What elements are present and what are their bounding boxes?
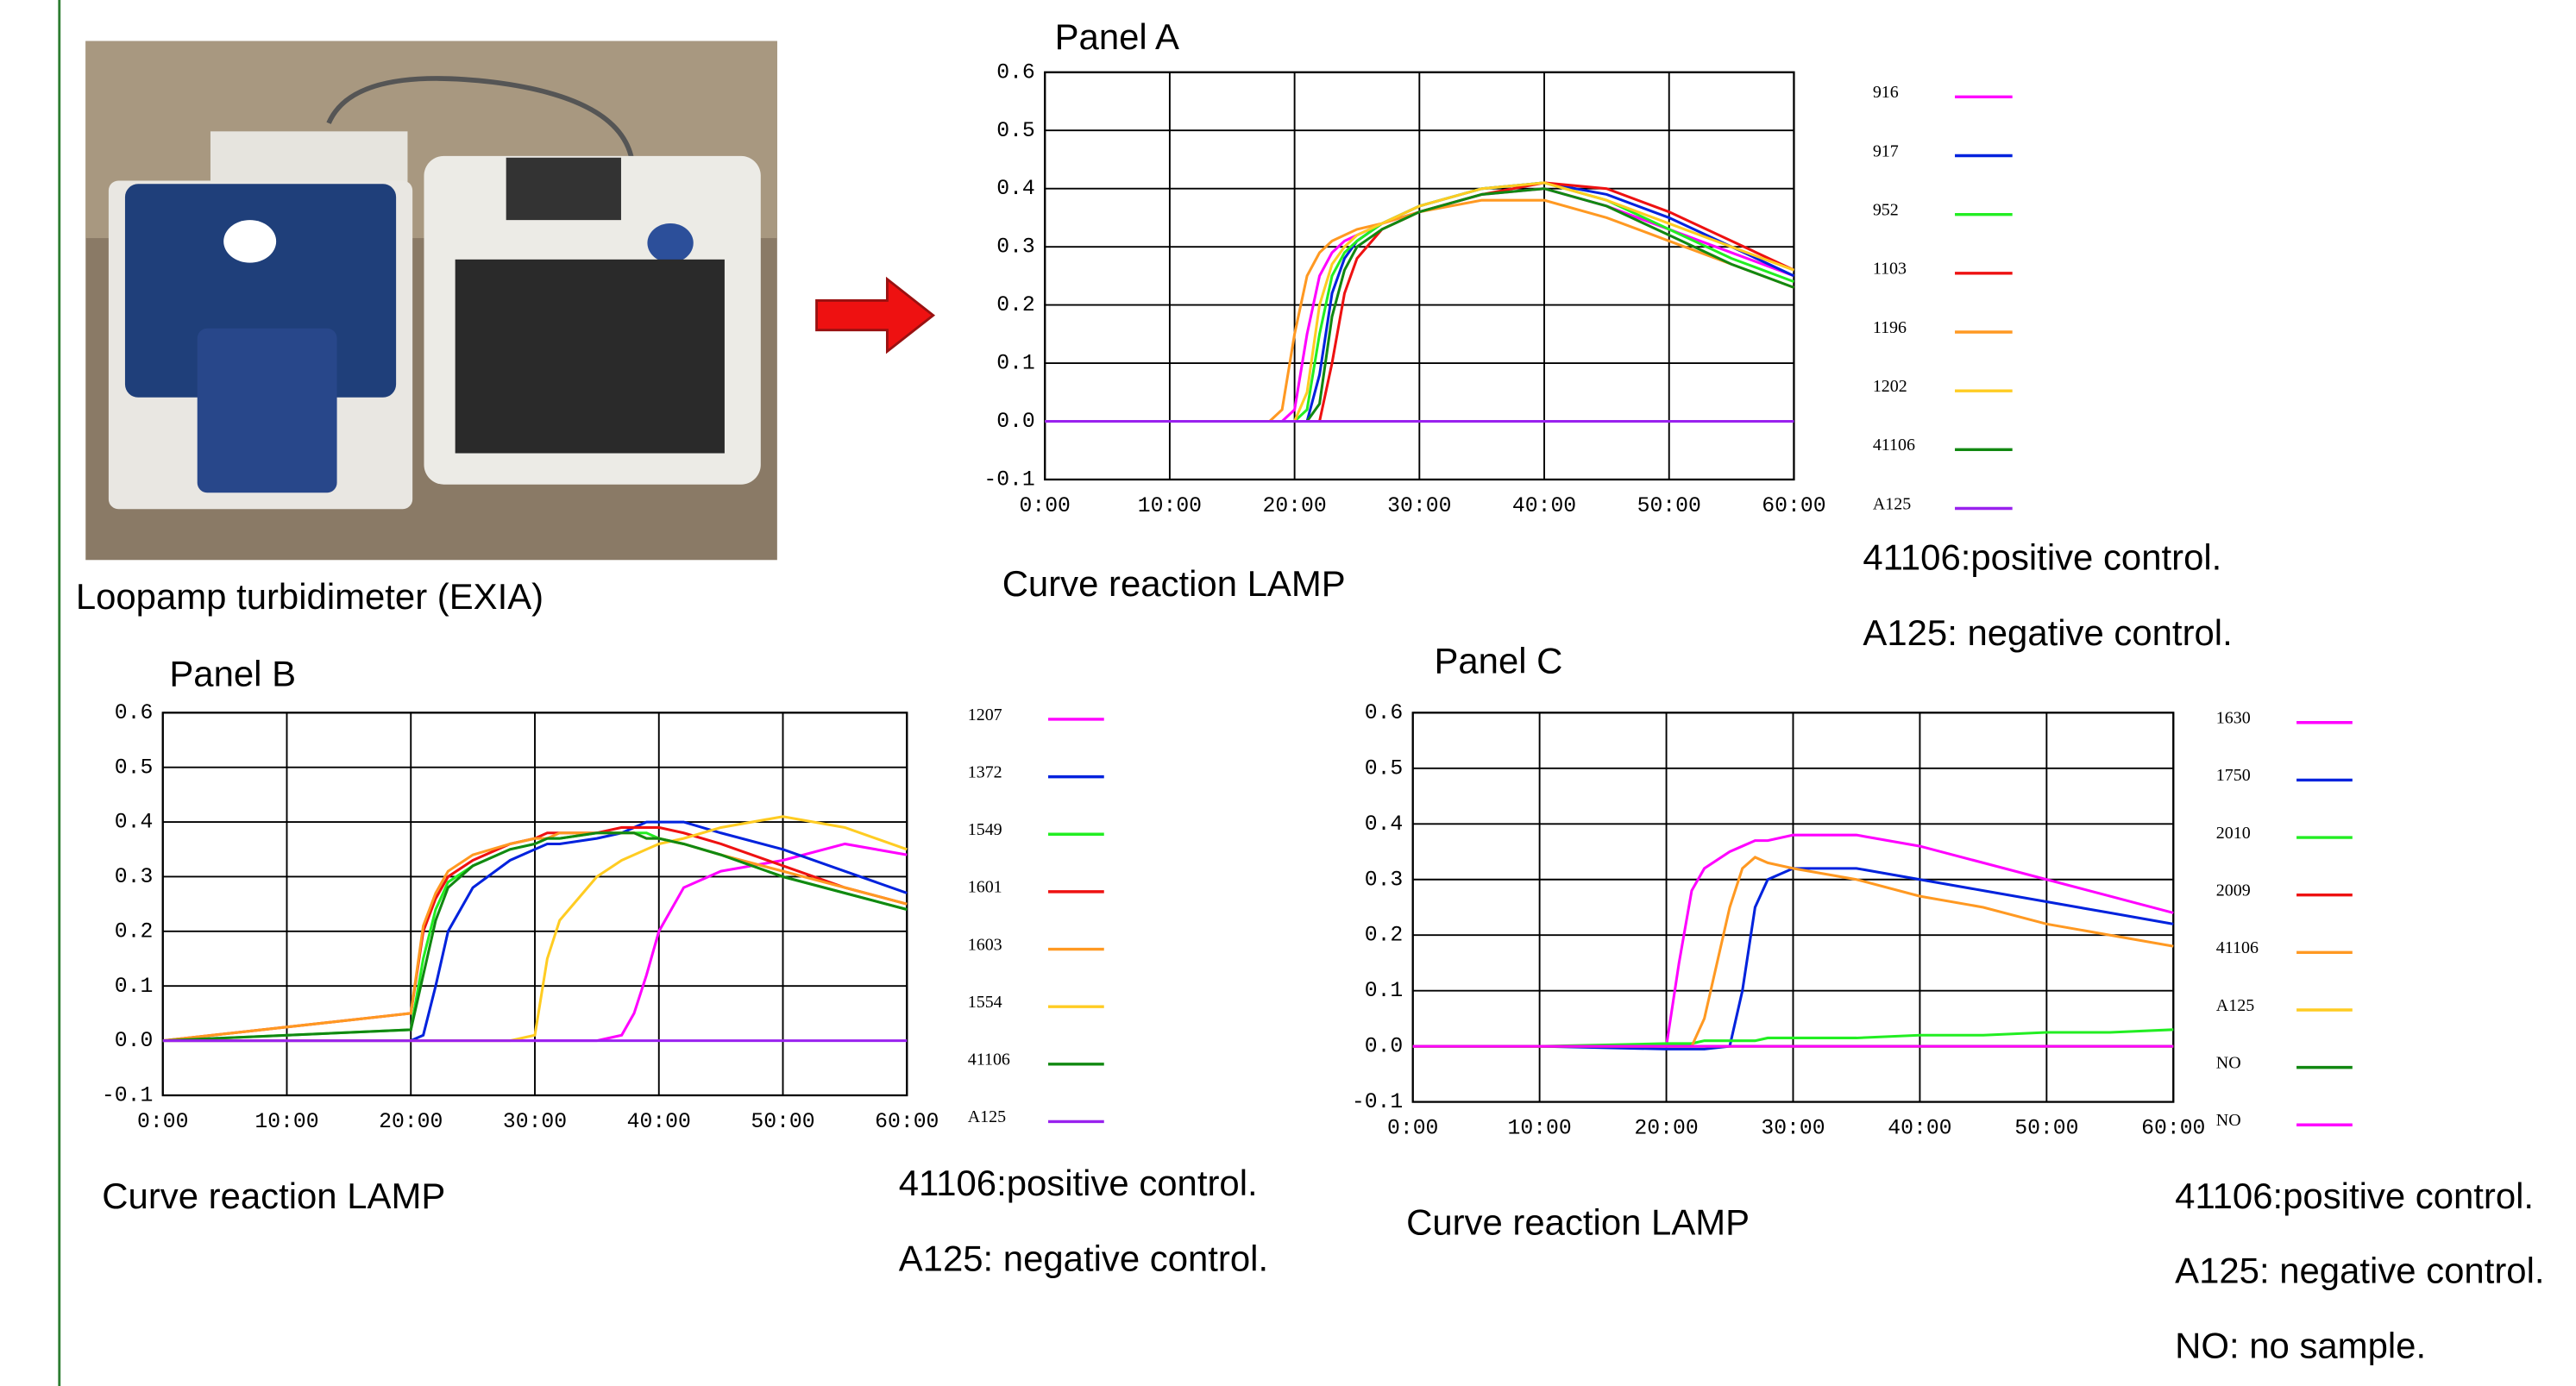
- x-tick-label: 20:00: [1634, 1117, 1698, 1141]
- x-tick-label: 40:00: [627, 1110, 691, 1134]
- chart-title: Panel C: [1434, 640, 1562, 680]
- plot-frame: [1411, 712, 2175, 1103]
- y-tick-label: -0.1: [1352, 1090, 1403, 1114]
- legend-label: 41106: [2216, 938, 2259, 957]
- legend-label: 1603: [968, 935, 1002, 954]
- x-tick-label: 10:00: [254, 1110, 318, 1134]
- series-line: [1412, 867, 2174, 1050]
- y-tick-label: 0.3: [996, 235, 1035, 260]
- note: 41106:positive control.: [1863, 536, 2221, 577]
- note: A125: negative control.: [1863, 612, 2232, 653]
- x-tick-label: 30:00: [1387, 494, 1451, 518]
- legend-label: 1549: [968, 820, 1002, 839]
- y-tick-label: 0.6: [115, 701, 154, 725]
- y-tick-label: 0.5: [115, 756, 154, 780]
- device-photo: [85, 41, 777, 561]
- legend-label: A125: [968, 1107, 1006, 1126]
- series-line: [1412, 1028, 2174, 1048]
- x-tick-label: 10:00: [1138, 494, 1202, 518]
- y-tick-label: 0.5: [1365, 756, 1404, 781]
- x-tick-label: 60:00: [2141, 1117, 2205, 1141]
- legend-label: 952: [1873, 200, 1899, 219]
- arrow: [815, 276, 936, 354]
- y-tick-label: 0.4: [996, 177, 1035, 201]
- y-tick-label: 0.0: [996, 410, 1035, 434]
- legend-label: 1207: [968, 706, 1002, 724]
- note: A125: negative control.: [899, 1238, 1268, 1278]
- y-tick-label: 0.2: [1365, 924, 1404, 948]
- photo-caption: Loopamp turbidimeter (EXIA): [76, 576, 543, 617]
- y-tick-label: 0.4: [1365, 812, 1404, 837]
- x-tick-label: 0:00: [1387, 1117, 1438, 1141]
- x-tick-label: 30:00: [1761, 1117, 1825, 1141]
- y-tick-label: 0.1: [1365, 979, 1404, 1003]
- legend-label: 1630: [2216, 709, 2251, 728]
- legend-label: 1196: [1873, 318, 1907, 337]
- y-tick-label: -0.1: [102, 1084, 153, 1108]
- legend-label: A125: [2216, 996, 2254, 1015]
- y-tick-label: 0.1: [996, 352, 1035, 376]
- x-tick-label: 40:00: [1512, 494, 1576, 518]
- chart-title: Panel A: [1055, 16, 1179, 57]
- legend-label: 1554: [968, 993, 1002, 1012]
- legend-label: 41106: [1873, 436, 1915, 455]
- x-tick-label: 10:00: [1508, 1117, 1572, 1141]
- legend-label: 41106: [968, 1050, 1010, 1069]
- y-tick-label: 0.0: [1365, 1035, 1404, 1059]
- y-tick-label: 0.4: [115, 811, 154, 835]
- y-tick-label: 0.5: [996, 119, 1035, 143]
- y-tick-label: -0.1: [983, 468, 1034, 492]
- x-tick-label: 60:00: [875, 1110, 939, 1134]
- chart-title: Panel B: [169, 654, 296, 694]
- legend-label: NO: [2216, 1111, 2241, 1130]
- series-line: [162, 820, 908, 1043]
- x-tick-label: 20:00: [1262, 494, 1326, 518]
- x-tick-label: 30:00: [503, 1110, 567, 1134]
- legend-label: 1601: [968, 878, 1002, 897]
- note: 41106:positive control.: [2175, 1176, 2534, 1216]
- chart-caption: Curve reaction LAMP: [102, 1176, 445, 1216]
- y-tick-label: 0.6: [996, 60, 1035, 85]
- y-tick-label: 0.3: [115, 865, 154, 889]
- x-tick-label: 60:00: [1762, 494, 1825, 518]
- x-tick-label: 50:00: [1637, 494, 1701, 518]
- legend-label: A125: [1873, 494, 1911, 513]
- legend-label: 1372: [968, 762, 1002, 781]
- series-line: [162, 831, 908, 1043]
- legend-label: 916: [1873, 83, 1899, 102]
- x-tick-label: 40:00: [1888, 1117, 1951, 1141]
- note: 41106:positive control.: [899, 1163, 1258, 1203]
- x-tick-label: 20:00: [379, 1110, 443, 1134]
- legend-label: 1750: [2216, 766, 2251, 785]
- x-tick-label: 0:00: [137, 1110, 188, 1134]
- series-line: [1045, 198, 1794, 423]
- y-tick-label: 0.6: [1365, 701, 1404, 725]
- legend-label: NO: [2216, 1053, 2241, 1072]
- legend-label: 2010: [2216, 824, 2251, 843]
- y-tick-label: 0.3: [1365, 868, 1404, 892]
- note: NO: no sample.: [2175, 1325, 2426, 1365]
- x-tick-label: 50:00: [2014, 1117, 2078, 1141]
- y-tick-label: 0.1: [115, 975, 154, 999]
- series-line: [1412, 833, 2174, 1048]
- legend-label: 1103: [1873, 260, 1907, 279]
- legend-label: 917: [1873, 141, 1899, 160]
- note: A125: negative control.: [2175, 1251, 2544, 1291]
- y-tick-label: 0.2: [996, 293, 1035, 317]
- legend-label: 2009: [2216, 881, 2251, 900]
- x-tick-label: 0:00: [1019, 494, 1070, 518]
- y-tick-label: 0.0: [115, 1029, 154, 1053]
- legend-label: 1202: [1873, 377, 1907, 396]
- x-tick-label: 50:00: [751, 1110, 814, 1134]
- chart-caption: Curve reaction LAMP: [1002, 563, 1346, 604]
- y-tick-label: 0.2: [115, 919, 154, 944]
- chart-caption: Curve reaction LAMP: [1406, 1201, 1750, 1242]
